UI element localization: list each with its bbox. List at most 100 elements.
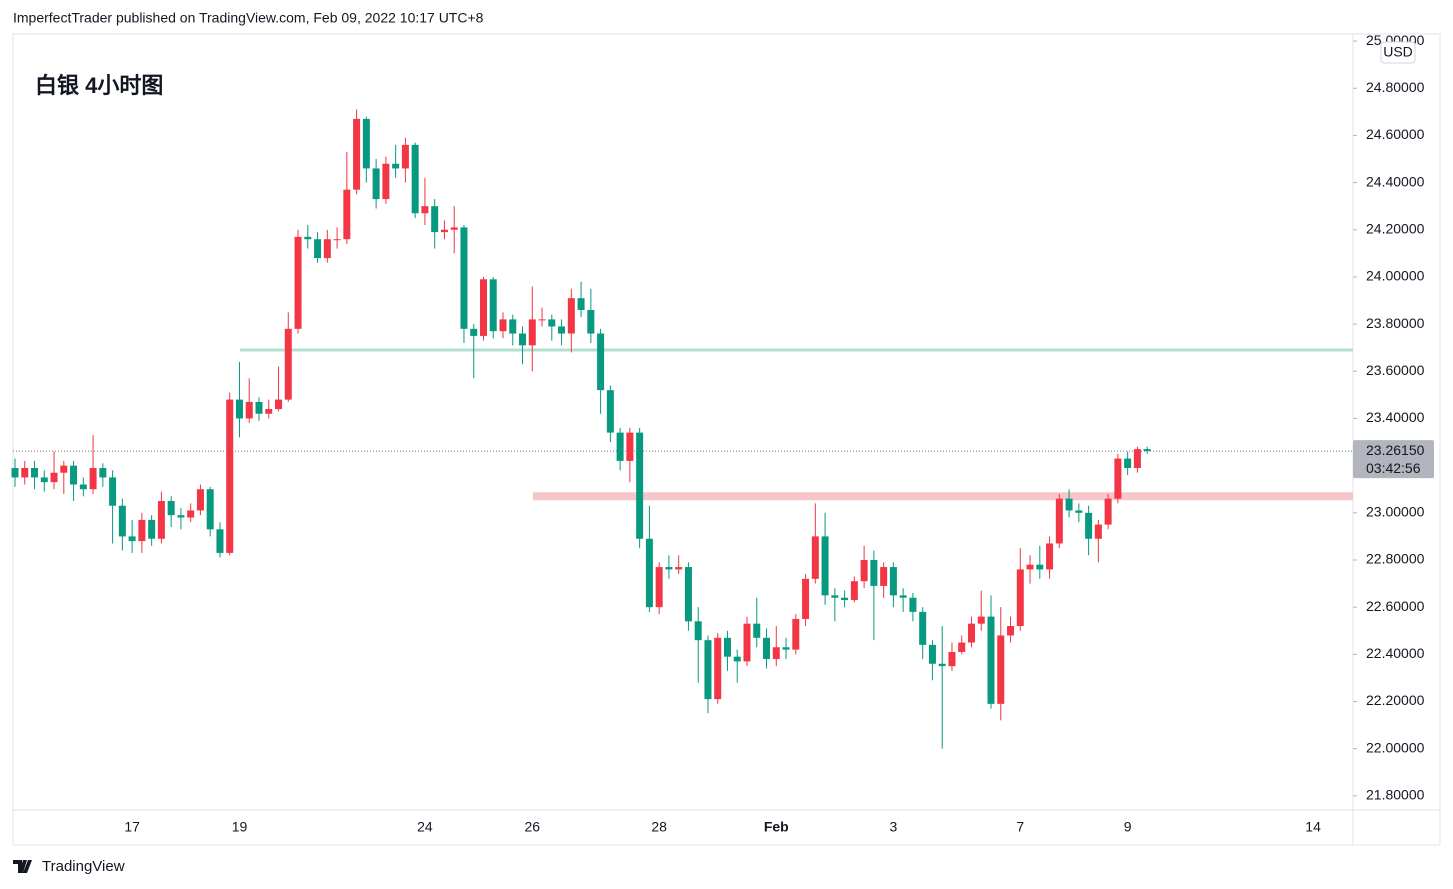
candle-body [665, 567, 673, 570]
candle-body [226, 399, 234, 553]
candle-body [99, 467, 107, 478]
candle-body [50, 472, 58, 483]
candle-body [89, 467, 97, 490]
countdown: 03:42:56 [1366, 460, 1421, 476]
footer: TradingView [42, 858, 125, 875]
candle-body [265, 409, 273, 414]
candle-body [255, 401, 263, 414]
candle-body [763, 637, 771, 660]
candle-body [411, 144, 419, 214]
candle-body [704, 640, 712, 700]
candle-body [31, 467, 39, 478]
x-tick-label: 24 [417, 819, 433, 835]
candle-body [714, 637, 722, 700]
y-tick-label: 24.80000 [1366, 79, 1425, 95]
candle-body [577, 298, 585, 310]
candle-body [79, 484, 87, 490]
y-tick-label: 23.40000 [1366, 409, 1425, 425]
candle-body [938, 663, 946, 667]
candle-body [1055, 498, 1063, 544]
candle-body [528, 319, 536, 346]
logo [13, 860, 32, 873]
candle-body [1133, 449, 1141, 468]
candle-body [450, 227, 458, 230]
candle-body [421, 206, 429, 214]
candle-body [519, 333, 527, 346]
candle-body [128, 536, 136, 542]
y-tick-label: 24.20000 [1366, 220, 1425, 236]
y-tick-label: 24.60000 [1366, 126, 1425, 142]
candle-body [206, 489, 214, 530]
candle-body [167, 501, 175, 516]
candle-body [1016, 569, 1024, 627]
candle-body [548, 319, 556, 327]
candle-body [314, 239, 322, 259]
candle-body [216, 529, 224, 553]
candle-body [362, 118, 370, 169]
candle-body [187, 510, 195, 518]
candle-body [1114, 458, 1122, 499]
candle-body [460, 227, 468, 329]
candle-body [323, 239, 331, 259]
candle-body [958, 642, 966, 652]
y-tick-label: 23.80000 [1366, 315, 1425, 331]
y-tick-label: 23.00000 [1366, 504, 1425, 520]
candle-body [40, 477, 48, 483]
candle-body [587, 309, 595, 334]
candle-body [782, 647, 790, 650]
last-price-box [1353, 440, 1434, 479]
y-tick-label: 22.80000 [1366, 551, 1425, 567]
candle-body [967, 623, 975, 643]
candle-body [567, 298, 575, 334]
candle-body [470, 328, 478, 336]
candle-body [1104, 498, 1112, 525]
header: ImperfectTrader published on TradingView… [13, 10, 484, 26]
candle-body [597, 333, 605, 391]
candle-body [148, 519, 156, 539]
y-tick-label: 22.60000 [1366, 598, 1425, 614]
candle-body [245, 401, 253, 419]
currency-box [1380, 41, 1416, 64]
candle-body [977, 616, 985, 624]
x-tick-label: 28 [651, 819, 667, 835]
candle-body [948, 651, 956, 667]
candle-body [109, 477, 117, 506]
candle-body [802, 578, 810, 619]
plot: 21.80000 22.00000 22.20000 22.40000 22.60000… [11, 32, 1434, 835]
candle-body [753, 623, 761, 638]
candle-body [1124, 458, 1132, 468]
candle-body [1046, 543, 1054, 570]
candle-body [440, 229, 448, 233]
candle-body [382, 163, 390, 200]
candle-body [1036, 564, 1044, 570]
y-tick-label: 22.40000 [1366, 645, 1425, 661]
candle-body [235, 399, 243, 419]
currency: USD [1383, 44, 1413, 60]
y-tick-label: 24.40000 [1366, 173, 1425, 189]
chart-title: 白银 4小时图 [35, 73, 163, 98]
candle-body [118, 505, 126, 537]
candle-body [733, 656, 741, 662]
candle-body [196, 489, 204, 511]
candle-body [616, 432, 624, 461]
candle-body [1065, 498, 1073, 511]
candle-body [60, 465, 68, 473]
candle-body [997, 635, 1005, 704]
candle-body [850, 581, 858, 601]
candle-body [1075, 510, 1083, 513]
candle-body [870, 559, 878, 586]
candle-body [811, 536, 819, 579]
candle-body [21, 467, 29, 478]
candle-body [392, 163, 400, 169]
x-tick-label: 7 [1016, 819, 1024, 835]
y-tick-label: 22.00000 [1366, 739, 1425, 755]
candle-body [401, 144, 409, 169]
candle-body [655, 567, 663, 608]
candle-body [1094, 524, 1102, 539]
candle-body [489, 279, 497, 332]
candle-body [841, 597, 849, 601]
candle-body [558, 326, 566, 334]
x-tick-label: Feb [764, 819, 789, 835]
candle-body [275, 399, 283, 410]
